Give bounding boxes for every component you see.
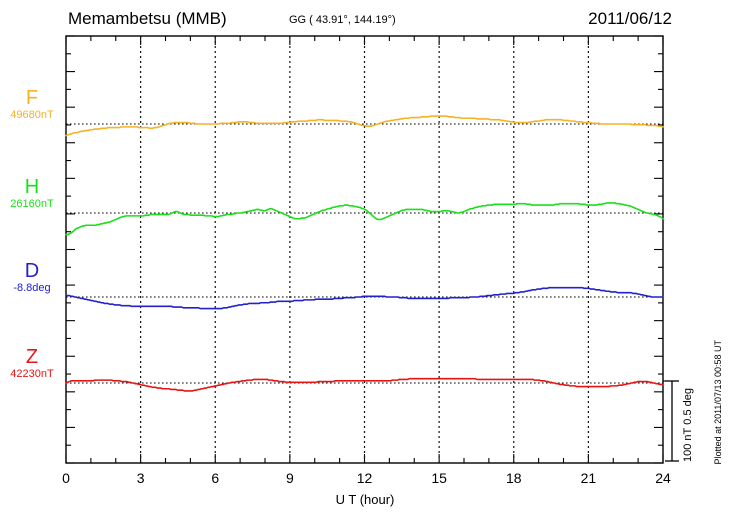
component-symbol-d: D bbox=[24, 260, 40, 282]
trace-F bbox=[65, 115, 664, 137]
xtick-label-21: 21 bbox=[580, 470, 597, 486]
component-baseline-value-z: 42230nT bbox=[10, 368, 54, 380]
component-baseline-value-d: -8.8deg bbox=[13, 282, 51, 294]
geographic-coordinates: GG ( 43.91°, 144.19°) bbox=[289, 14, 396, 26]
component-symbol-f: F bbox=[25, 87, 39, 109]
component-baseline-value-f: 49680nT bbox=[10, 109, 54, 121]
plotted-timestamp: Plotted at 2011/07/13 00:58 UT bbox=[713, 340, 723, 465]
plot-border bbox=[65, 35, 664, 464]
y-axis-ticks bbox=[66, 35, 663, 464]
plot-frame bbox=[65, 35, 664, 464]
x-axis-title: U T (hour) bbox=[335, 492, 395, 507]
trace-D bbox=[65, 286, 664, 310]
component-label-h: H 26160nT bbox=[0, 177, 64, 211]
xtick-label-3: 3 bbox=[136, 470, 145, 486]
component-label-z: Z 42230nT bbox=[0, 347, 64, 381]
component-symbol-z: Z bbox=[25, 346, 39, 368]
component-symbol-h: H bbox=[24, 176, 40, 198]
scale-bar-label: 100 nT 0.5 deg bbox=[682, 388, 694, 463]
xtick-label-24: 24 bbox=[655, 470, 671, 486]
observation-date: 2011/06/12 bbox=[588, 9, 672, 28]
component-baseline-value-h: 26160nT bbox=[10, 198, 54, 210]
trace-Z bbox=[65, 377, 664, 392]
xtick-label-15: 15 bbox=[431, 470, 447, 486]
component-baselines bbox=[66, 123, 663, 384]
xtick-label-12: 12 bbox=[356, 470, 373, 486]
x-axis-ticks bbox=[65, 36, 664, 463]
station-title: Memambetsu (MMB) bbox=[68, 9, 227, 28]
vertical-gridlines bbox=[140, 36, 589, 463]
component-traces bbox=[65, 115, 664, 392]
xtick-label-6: 6 bbox=[211, 470, 220, 486]
xtick-label-0: 0 bbox=[62, 470, 70, 486]
component-label-d: D -8.8deg bbox=[0, 261, 64, 295]
component-label-f: F 49680nT bbox=[0, 88, 64, 122]
scale-bar bbox=[663, 380, 679, 462]
xtick-label-18: 18 bbox=[505, 470, 522, 486]
trace-H bbox=[65, 202, 664, 236]
xtick-label-9: 9 bbox=[285, 470, 294, 486]
